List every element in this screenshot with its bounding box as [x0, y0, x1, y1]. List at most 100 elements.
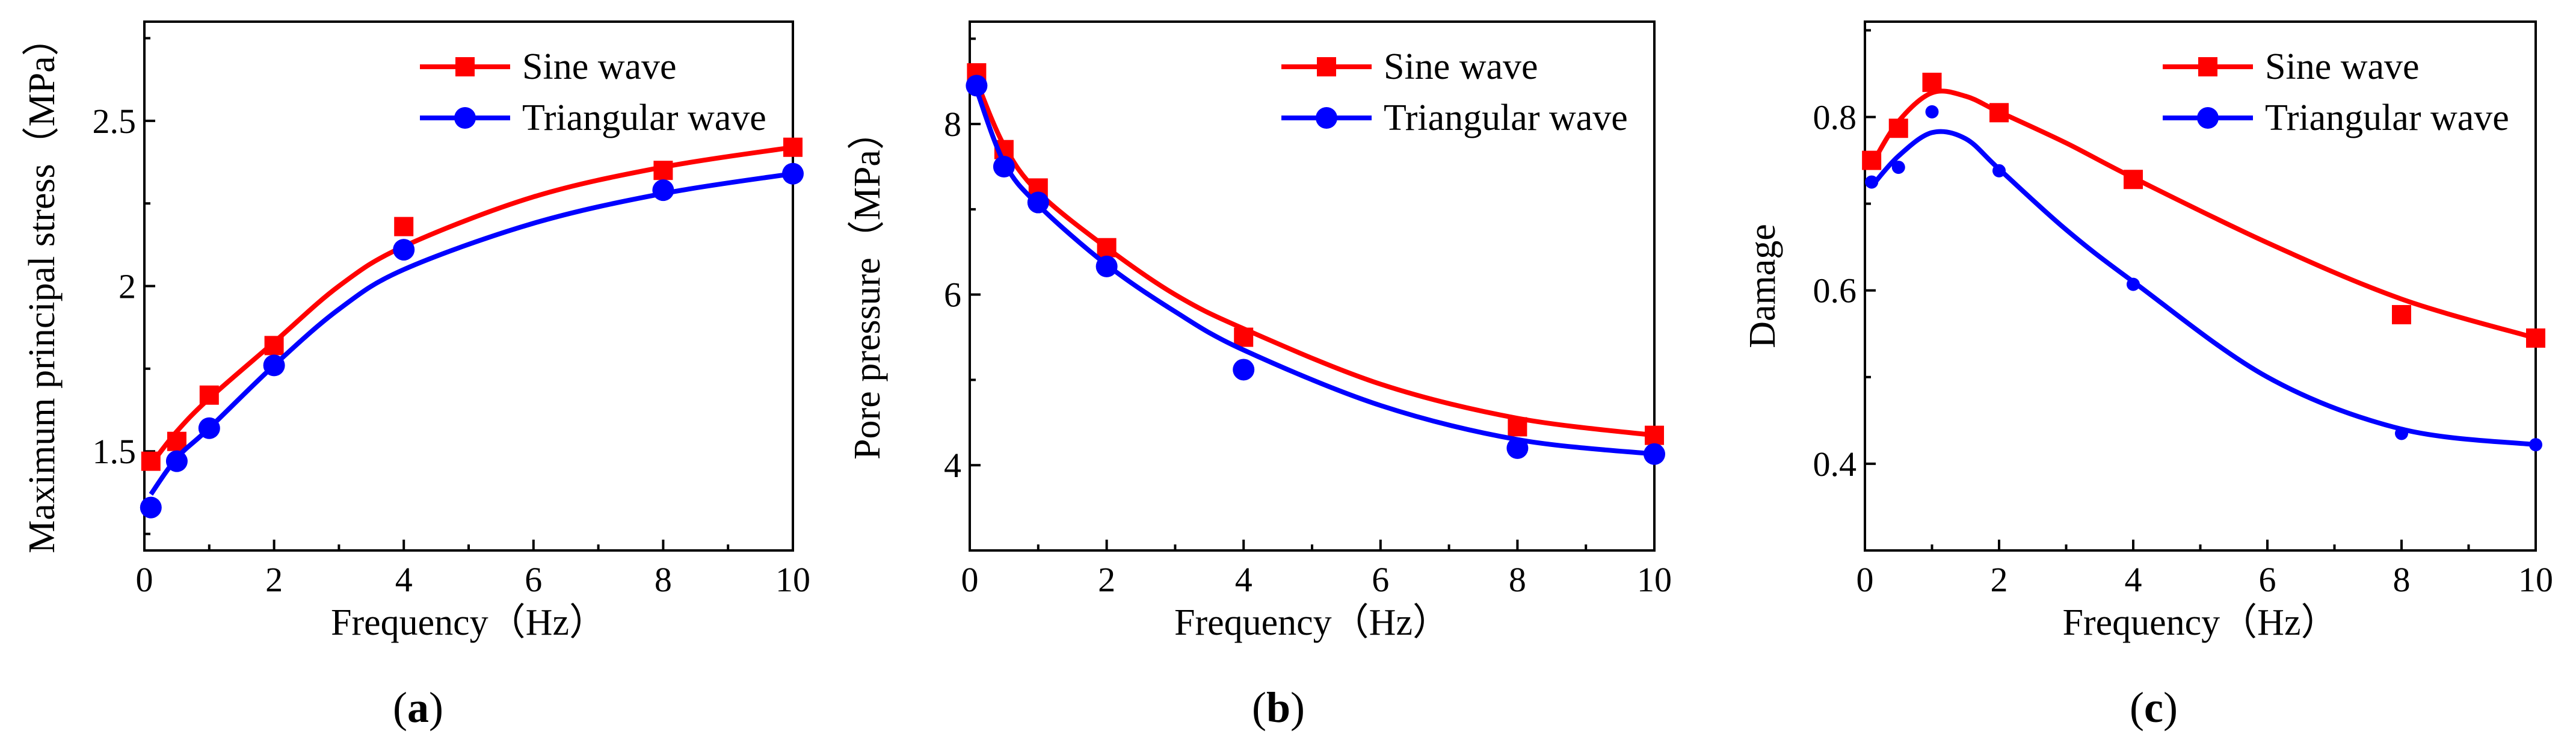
legend-marker: [454, 107, 476, 129]
x-tick-label: 10: [775, 560, 810, 599]
legend: Sine wave Triangular wave: [420, 46, 766, 138]
chart-panel-c: 0 2 4 6 8 10 0.4 0.6 0.8 Frequency（Hz） Damage Sine …: [1742, 20, 2553, 732]
data-point: [2526, 328, 2545, 348]
panel-label-open: (: [1252, 683, 1266, 732]
data-point: [394, 217, 414, 236]
x-tick-label: 0: [1857, 560, 1874, 599]
data-point: [1865, 175, 1879, 189]
panel-label-close: ): [2163, 683, 2178, 732]
data-point: [653, 161, 673, 180]
x-tick-label: 2: [1991, 560, 2008, 599]
legend-label: Sine wave: [522, 46, 677, 87]
data-point: [2124, 170, 2143, 190]
y-tick-label: 1.5: [93, 432, 137, 471]
x-tick-label: 4: [2125, 560, 2142, 599]
panel-label-close: ): [429, 683, 443, 732]
legend-marker: [2197, 107, 2219, 129]
y-axis-label: Maximum principal stress（MPa）: [22, 19, 63, 553]
series-triangular: [1865, 105, 2542, 452]
chart-panel-b: 0 2 4 6 8 10 4 6 8 Frequency（Hz） Pore pressure（MPa…: [847, 20, 1672, 732]
x-tick-label: 2: [1098, 560, 1115, 599]
panel-label: (c): [2130, 683, 2178, 732]
data-point: [2127, 277, 2140, 291]
data-point: [263, 354, 285, 377]
x-tick-label: 4: [395, 560, 413, 599]
data-point: [393, 239, 415, 261]
x-tick-label: 8: [1509, 560, 1526, 599]
data-point: [1233, 359, 1255, 381]
legend-label: Triangular wave: [522, 97, 766, 138]
y-axis-label: Pore pressure（MPa）: [847, 112, 888, 460]
x-tick-label: 10: [1637, 560, 1672, 599]
series-triangular: [140, 162, 804, 519]
x-tick-label: 6: [2259, 560, 2276, 599]
data-point: [1508, 417, 1527, 437]
series-line: [149, 144, 793, 466]
data-point: [1645, 425, 1664, 445]
data-point: [1862, 150, 1882, 170]
series-line: [149, 171, 793, 496]
y-tick-label: 0.4: [1813, 445, 1857, 484]
x-tick-label: 0: [136, 560, 153, 599]
x-tick-label: 8: [655, 560, 672, 599]
legend-marker: [455, 57, 475, 76]
panel-label-letter: a: [407, 683, 429, 732]
data-point: [782, 162, 804, 185]
y-tick-label: 4: [944, 446, 961, 485]
data-point: [1992, 164, 2006, 177]
series-line: [974, 80, 1655, 438]
y-tick-label: 0.8: [1813, 98, 1857, 137]
legend-label: Triangular wave: [1384, 97, 1628, 138]
data-point: [2392, 305, 2411, 325]
series-sine: [141, 137, 803, 471]
data-point: [167, 431, 186, 451]
panel-label: (a): [393, 683, 443, 732]
data-point: [1506, 437, 1529, 459]
legend-marker: [1316, 107, 1337, 129]
x-axis-label: Frequency（Hz）: [1174, 602, 1450, 643]
legend-label: Sine wave: [2265, 46, 2420, 87]
legend-label: Triangular wave: [2265, 97, 2509, 138]
y-tick-label: 6: [944, 276, 961, 315]
x-axis-label: Frequency（Hz）: [2063, 602, 2338, 643]
x-tick-label: 0: [961, 560, 979, 599]
legend-label: Sine wave: [1384, 46, 1538, 87]
data-point: [165, 450, 188, 472]
data-point: [1922, 72, 1942, 92]
y-tick-label: 8: [944, 105, 961, 144]
data-point: [966, 75, 988, 97]
x-tick-label: 4: [1235, 560, 1253, 599]
data-point: [141, 451, 161, 471]
data-point: [1989, 103, 2009, 123]
series-line: [974, 88, 1655, 457]
panel-label-letter: c: [2144, 683, 2163, 732]
y-axis-label: Damage: [1742, 224, 1783, 348]
series-line: [1870, 129, 2536, 448]
data-point: [652, 179, 674, 202]
data-point: [1234, 327, 1254, 347]
y-tick-label: 2.5: [93, 102, 137, 141]
data-point: [1644, 443, 1665, 465]
data-point: [1925, 105, 1939, 119]
data-point: [198, 417, 220, 439]
legend-marker: [1317, 57, 1336, 76]
series-sine: [1862, 72, 2545, 348]
panel-label: (b): [1252, 683, 1305, 732]
series-triangular: [966, 75, 1665, 465]
series-line: [1869, 88, 2537, 341]
x-axis-label: Frequency（Hz）: [331, 602, 606, 643]
y-tick-label: 2: [119, 267, 136, 306]
legend: Sine wave Triangular wave: [2163, 46, 2509, 138]
data-point: [264, 336, 284, 356]
legend-marker: [2198, 57, 2217, 76]
x-tick-label: 8: [2393, 560, 2411, 599]
x-tick-label: 2: [265, 560, 283, 599]
data-point: [140, 496, 162, 519]
data-point: [199, 385, 219, 405]
legend: Sine wave Triangular wave: [1281, 46, 1628, 138]
x-tick-label: 6: [525, 560, 542, 599]
data-point: [1888, 119, 1908, 138]
data-point: [1891, 161, 1905, 174]
data-point: [2529, 438, 2542, 452]
